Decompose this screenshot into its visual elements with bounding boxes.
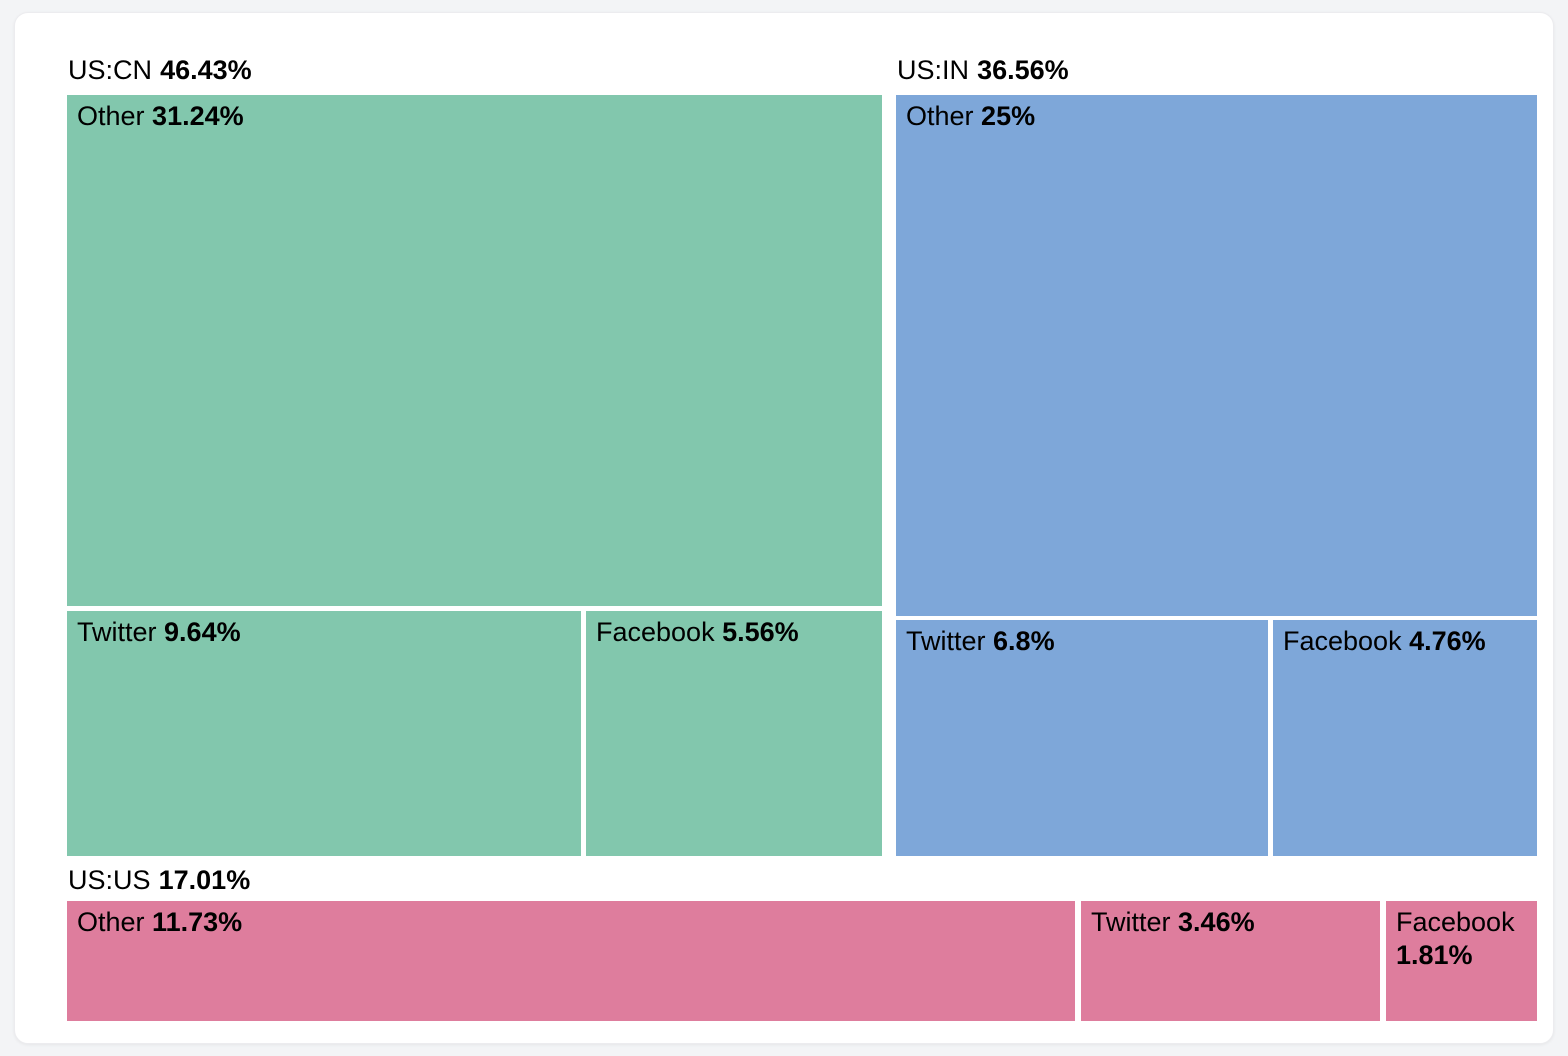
treemap-cell-us-cn-facebook[interactable]: Facebook 5.56% — [586, 611, 882, 856]
treemap-cell-us-in-twitter[interactable]: Twitter 6.8% — [896, 620, 1268, 856]
cell-label: Other — [77, 101, 145, 131]
group-header-us-in: US:IN 36.56% — [897, 54, 1069, 86]
group-label: US:US — [68, 865, 151, 895]
cell-value: 11.73% — [152, 907, 243, 937]
group-value: 17.01% — [158, 865, 251, 895]
cell-label: Other — [906, 101, 974, 131]
group-label: US:IN — [897, 55, 970, 85]
cell-label: Twitter — [77, 617, 157, 647]
cell-value: 9.64% — [164, 617, 241, 647]
treemap-cell-us-us-twitter[interactable]: Twitter 3.46% — [1081, 901, 1380, 1021]
treemap-cell-us-us-facebook[interactable]: Facebook 1.81% — [1386, 901, 1537, 1021]
treemap-cell-us-in-facebook[interactable]: Facebook 4.76% — [1273, 620, 1537, 856]
treemap-cell-us-cn-other[interactable]: Other 31.24% — [67, 95, 882, 606]
cell-label: Other — [77, 907, 145, 937]
cell-value: 1.81% — [1396, 940, 1473, 970]
cell-value: 3.46% — [1178, 907, 1255, 937]
cell-label: Facebook — [1396, 907, 1515, 937]
group-label: US:CN — [68, 55, 153, 85]
cell-label: Twitter — [906, 626, 986, 656]
group-value: 46.43% — [160, 55, 252, 85]
cell-value: 5.56% — [722, 617, 799, 647]
cell-value: 25% — [981, 101, 1036, 131]
cell-value: 31.24% — [152, 101, 244, 131]
cell-label: Facebook — [596, 617, 715, 647]
group-header-us-us: US:US 17.01% — [68, 864, 250, 896]
cell-label: Twitter — [1091, 907, 1171, 937]
group-header-us-cn: US:CN 46.43% — [68, 54, 252, 86]
group-value: 36.56% — [977, 55, 1069, 85]
chart-card: US:CN 46.43% US:IN 36.56% US:US 17.01% Othe… — [14, 12, 1554, 1044]
cell-value: 4.76% — [1409, 626, 1486, 656]
treemap-cell-us-us-other[interactable]: Other 11.73% — [67, 901, 1075, 1021]
treemap-cell-us-cn-twitter[interactable]: Twitter 9.64% — [67, 611, 581, 856]
cell-label: Facebook — [1283, 626, 1402, 656]
cell-value: 6.8% — [993, 626, 1055, 656]
treemap-cell-us-in-other[interactable]: Other 25% — [896, 95, 1537, 616]
